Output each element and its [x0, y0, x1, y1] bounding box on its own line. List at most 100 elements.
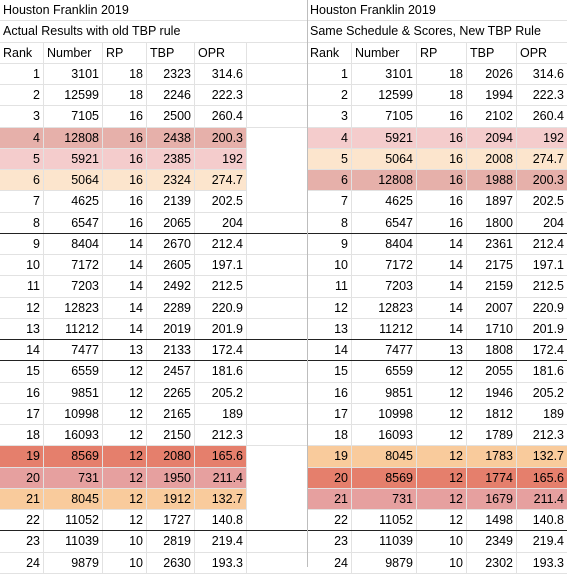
cell-rp[interactable]: 16 [417, 106, 467, 127]
cell-rp[interactable]: 16 [417, 170, 467, 191]
cell-rank[interactable]: 3 [307, 106, 352, 127]
cell-rank[interactable]: 17 [307, 403, 352, 424]
cell-rank[interactable]: 23 [0, 531, 44, 552]
cell-rank[interactable]: 1 [0, 63, 44, 84]
cell-number[interactable]: 11212 [44, 318, 103, 339]
cell-opr[interactable]: 220.9 [532, 300, 564, 315]
cell-rank[interactable]: 17 [0, 403, 44, 424]
header-rp[interactable]: RP [103, 42, 147, 63]
header-tbp[interactable]: TBP [147, 42, 195, 63]
cell-tbp[interactable]: 2605 [147, 255, 195, 276]
cell-rp[interactable]: 18 [417, 85, 467, 106]
cell-rp[interactable]: 12 [417, 467, 467, 488]
cell-number[interactable]: 5064 [44, 170, 103, 191]
cell-rank[interactable]: 4 [0, 127, 44, 148]
cell-number[interactable]: 8404 [352, 233, 417, 254]
cell-tbp[interactable]: 2065 [147, 212, 195, 233]
cell-number[interactable]: 731 [44, 467, 103, 488]
cell-tbp[interactable]: 2139 [147, 191, 195, 212]
cell-opr[interactable]: 274.7 [532, 151, 564, 166]
cell-rp[interactable]: 13 [103, 340, 147, 361]
cell-rp[interactable]: 14 [103, 297, 147, 318]
cell-tbp[interactable]: 2265 [147, 382, 195, 403]
cell-number[interactable]: 11052 [352, 510, 417, 531]
cell-rank[interactable]: 7 [307, 191, 352, 212]
cell-rp[interactable]: 10 [417, 531, 467, 552]
cell-tbp[interactable]: 1912 [147, 488, 195, 509]
cell-tbp[interactable]: 1988 [467, 170, 517, 191]
cell-rp[interactable]: 12 [103, 382, 147, 403]
cell-tbp[interactable]: 2349 [467, 531, 517, 552]
cell-opr[interactable]: 192 [195, 148, 247, 169]
cell-opr[interactable]: 212.4 [195, 233, 247, 254]
cell-tbp[interactable]: 2055 [467, 361, 517, 382]
cell-rp[interactable]: 12 [417, 446, 467, 467]
cell-rp[interactable]: 12 [103, 361, 147, 382]
cell-rank[interactable]: 8 [307, 212, 352, 233]
cell-tbp[interactable]: 1800 [467, 212, 517, 233]
cell-tbp[interactable]: 2324 [147, 170, 195, 191]
cell-tbp[interactable]: 1808 [467, 340, 517, 361]
cell-opr[interactable]: 132.7 [195, 488, 247, 509]
cell-rp[interactable]: 12 [417, 510, 467, 531]
cell-rank[interactable]: 9 [307, 233, 352, 254]
cell-opr[interactable]: 314.6 [195, 63, 247, 84]
cell-opr[interactable]: 211.4 [195, 467, 247, 488]
cell-rp[interactable]: 12 [103, 488, 147, 509]
cell-number[interactable]: 5921 [44, 148, 103, 169]
header-number[interactable]: Number [352, 42, 417, 63]
cell-rank[interactable]: 9 [0, 233, 44, 254]
cell-rank[interactable]: 16 [0, 382, 44, 403]
cell-tbp[interactable]: 1897 [467, 191, 517, 212]
cell-rp[interactable]: 18 [417, 63, 467, 84]
cell-number[interactable]: 9851 [352, 382, 417, 403]
cell-rank[interactable]: 3 [0, 106, 44, 127]
cell-number[interactable]: 3101 [352, 63, 417, 84]
cell-opr[interactable]: 189 [543, 406, 564, 421]
cell-rank[interactable]: 13 [307, 318, 352, 339]
cell-rp[interactable]: 12 [103, 446, 147, 467]
cell-number[interactable]: 9879 [44, 552, 103, 573]
cell-rank[interactable]: 12 [0, 297, 44, 318]
cell-rp[interactable]: 12 [103, 425, 147, 446]
cell-rp[interactable]: 14 [417, 276, 467, 297]
cell-rank[interactable]: 7 [0, 191, 44, 212]
cell-tbp[interactable]: 1727 [147, 510, 195, 531]
cell-opr[interactable]: 165.6 [195, 446, 247, 467]
cell-opr[interactable]: 204 [543, 215, 564, 230]
cell-rank[interactable]: 22 [0, 510, 44, 531]
cell-number[interactable]: 7477 [352, 340, 417, 361]
cell-rank[interactable]: 6 [0, 170, 44, 191]
cell-number[interactable]: 11052 [44, 510, 103, 531]
cell-number[interactable]: 7477 [44, 340, 103, 361]
cell-rank[interactable]: 2 [307, 85, 352, 106]
cell-rp[interactable]: 16 [417, 127, 467, 148]
cell-number[interactable]: 8045 [352, 446, 417, 467]
cell-opr[interactable]: 193.3 [195, 552, 247, 573]
cell-opr[interactable]: 181.6 [532, 364, 564, 379]
cell-rank[interactable]: 15 [307, 361, 352, 382]
cell-number[interactable]: 6547 [44, 212, 103, 233]
cell-rp[interactable]: 14 [103, 255, 147, 276]
cell-rank[interactable]: 23 [307, 531, 352, 552]
cell-opr[interactable]: 211.4 [533, 491, 564, 506]
cell-tbp[interactable]: 2159 [467, 276, 517, 297]
cell-tbp[interactable]: 2007 [467, 297, 517, 318]
cell-rank[interactable]: 13 [0, 318, 44, 339]
cell-tbp[interactable]: 2246 [147, 85, 195, 106]
cell-tbp[interactable]: 1679 [467, 488, 517, 509]
cell-number[interactable]: 12599 [44, 85, 103, 106]
cell-number[interactable]: 9879 [352, 552, 417, 573]
cell-tbp[interactable]: 2457 [147, 361, 195, 382]
cell-rp[interactable]: 16 [417, 212, 467, 233]
cell-tbp[interactable]: 1812 [467, 403, 517, 424]
cell-opr[interactable]: 222.3 [532, 88, 564, 102]
cell-number[interactable]: 12823 [44, 297, 103, 318]
cell-tbp[interactable]: 2385 [147, 148, 195, 169]
cell-rp[interactable]: 10 [417, 552, 467, 573]
cell-rank[interactable]: 19 [0, 446, 44, 467]
cell-number[interactable]: 5921 [352, 127, 417, 148]
cell-rp[interactable]: 14 [417, 255, 467, 276]
cell-tbp[interactable]: 2175 [467, 255, 517, 276]
cell-number[interactable]: 3101 [44, 63, 103, 84]
